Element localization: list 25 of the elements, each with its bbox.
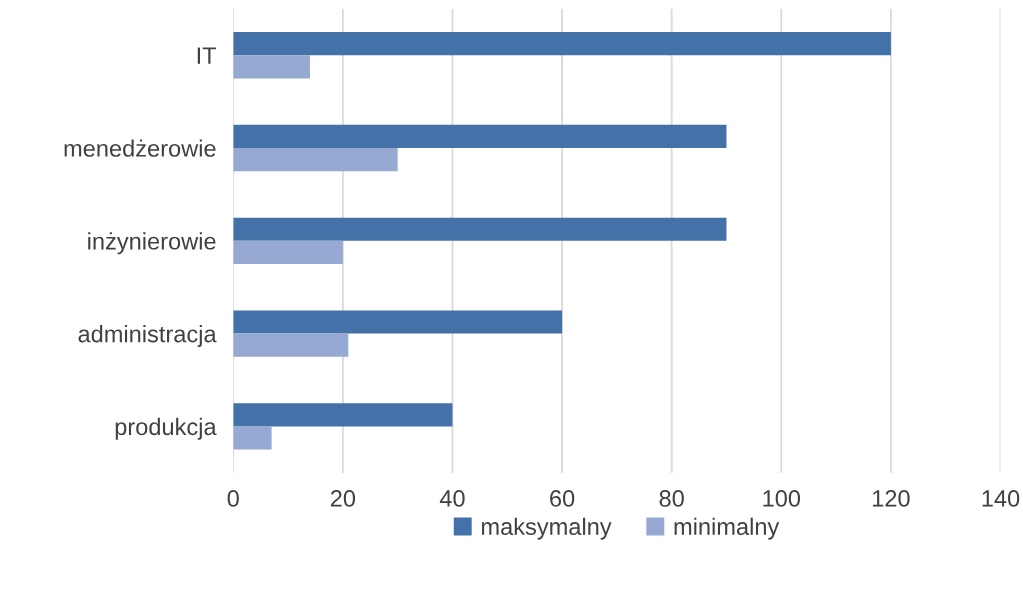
y-tick-label: administracja	[78, 325, 217, 348]
bar	[233, 310, 563, 334]
x-tick-label: 20	[330, 490, 356, 507]
bar	[233, 55, 310, 79]
y-tick-label: inżynierowie	[88, 232, 216, 255]
bar	[233, 240, 343, 265]
x-tick-label: 120	[872, 490, 910, 507]
x-tick-label: 80	[659, 490, 684, 507]
legend-label: minimalny	[674, 517, 780, 540]
y-tick-label: IT	[197, 47, 217, 64]
bar	[233, 148, 398, 172]
y-tick-label: menedżerowie	[64, 139, 216, 157]
y-tick-label: produkcja	[115, 417, 217, 440]
x-tick-label: 140	[982, 490, 1020, 507]
bar	[233, 403, 453, 427]
bar	[233, 32, 891, 56]
legend-label: maksymalny	[482, 517, 612, 540]
x-tick-label: 40	[439, 490, 465, 507]
bar	[233, 426, 272, 450]
x-tick-label: 60	[550, 490, 575, 507]
bar	[233, 217, 727, 241]
x-tick-label: 0	[227, 490, 239, 507]
bar	[233, 333, 349, 357]
x-tick-label: 100	[763, 490, 801, 507]
bar	[233, 124, 727, 149]
